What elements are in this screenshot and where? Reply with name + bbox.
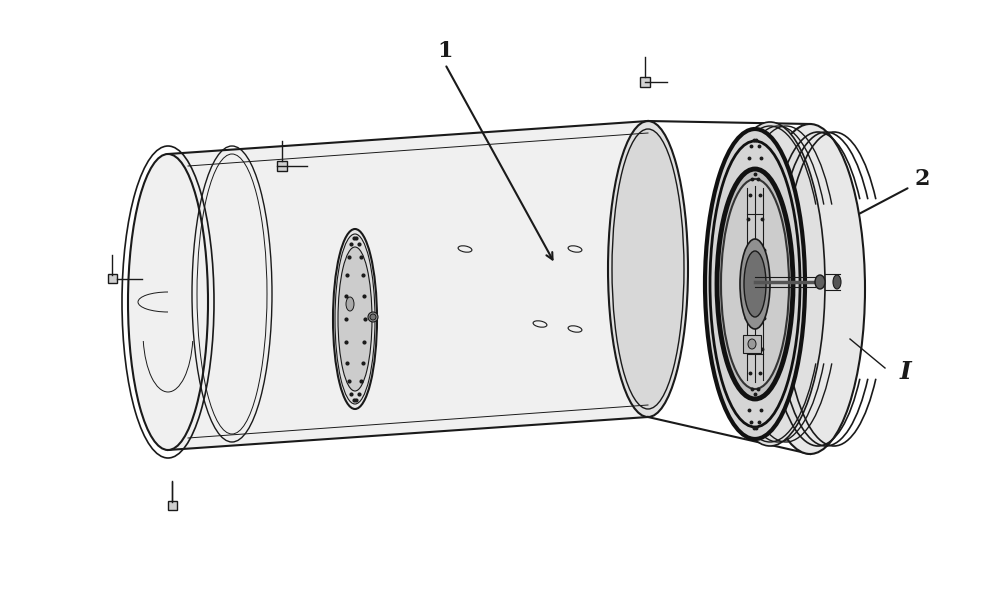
Ellipse shape <box>338 247 372 391</box>
Text: I: I <box>899 360 911 384</box>
Bar <box>168 501 177 510</box>
Polygon shape <box>168 121 648 450</box>
Ellipse shape <box>128 154 208 450</box>
Ellipse shape <box>368 312 378 322</box>
Ellipse shape <box>717 169 793 399</box>
Ellipse shape <box>721 179 789 389</box>
Bar <box>640 77 650 87</box>
Ellipse shape <box>333 229 377 409</box>
Ellipse shape <box>705 129 805 439</box>
Bar <box>108 274 117 283</box>
Text: 2: 2 <box>914 168 930 190</box>
Ellipse shape <box>748 339 756 349</box>
Ellipse shape <box>740 239 770 329</box>
Ellipse shape <box>715 122 825 446</box>
Text: 1: 1 <box>437 40 453 62</box>
Ellipse shape <box>744 251 766 317</box>
Ellipse shape <box>833 275 841 289</box>
Ellipse shape <box>370 314 376 320</box>
Bar <box>743 335 761 353</box>
Ellipse shape <box>335 234 375 404</box>
Ellipse shape <box>815 275 825 289</box>
Ellipse shape <box>755 124 865 454</box>
Bar <box>277 161 287 171</box>
Ellipse shape <box>608 121 688 417</box>
Ellipse shape <box>346 297 354 311</box>
Ellipse shape <box>612 129 684 409</box>
